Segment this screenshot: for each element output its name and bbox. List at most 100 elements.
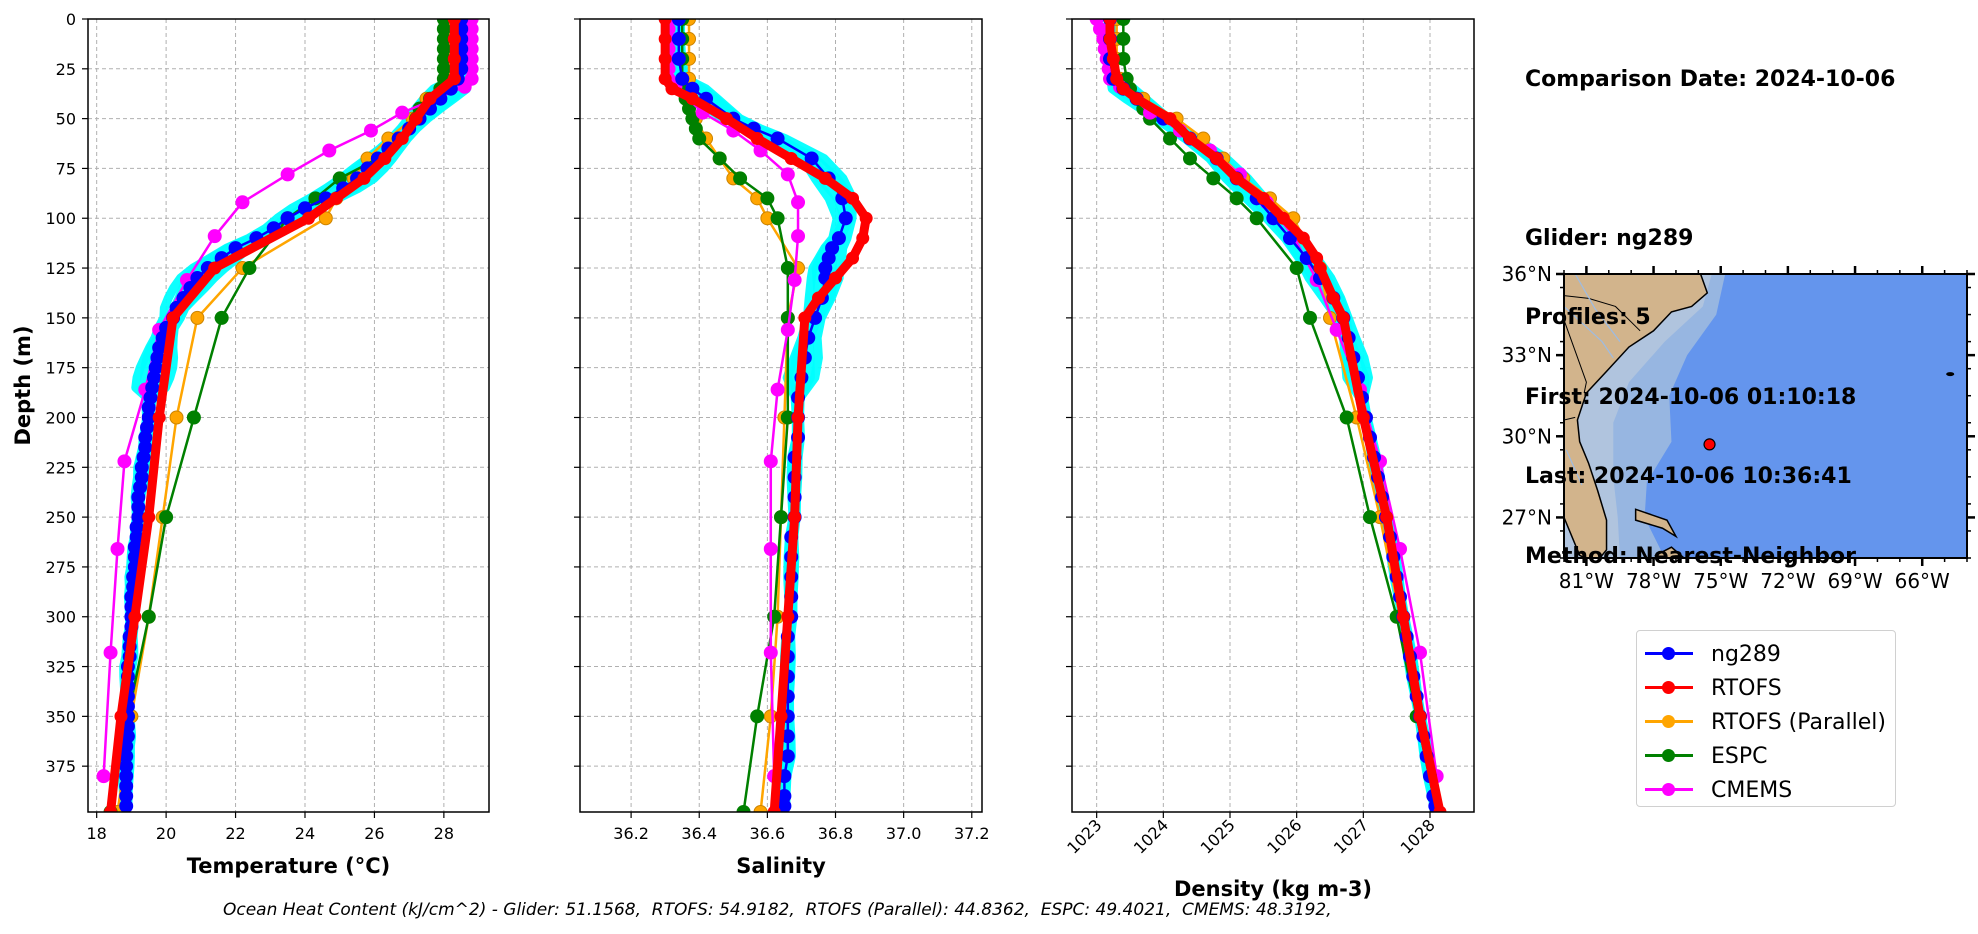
data-point [242,261,257,276]
x-axis-label: Density (kg m-3) [1174,877,1372,901]
y-tick-label: 225 [45,458,76,477]
axes-frame [1071,18,1475,813]
legend-item: RTOFS (Parallel) [1645,707,1886,737]
data-point [1313,261,1327,275]
data-point [763,541,778,556]
last-profile-time: Last: 2024-10-06 10:36:41 [1525,464,1852,489]
x-tick-label: 22 [225,824,245,843]
x-tick-label: 1023 [1063,815,1105,857]
series-line [1108,19,1437,807]
data-point [671,31,686,46]
data-point [117,454,132,469]
comparison-date: Comparison Date: 2024-10-06 [1525,67,1896,92]
state-border [1564,295,1641,332]
island [1654,546,1686,558]
lon-tick-label: 69°W [1827,569,1882,593]
data-point [1380,510,1394,524]
interpolation-method: Method: Nearest-Neighbor [1525,543,1856,569]
lat-tick-label: 36°N [1502,262,1552,286]
data-point [838,211,853,226]
plot-area [96,19,479,812]
data-point [685,92,699,106]
data-point [301,211,315,225]
lat-tick-label: 27°N [1502,505,1552,529]
data-point [750,132,764,146]
data-point [774,709,788,723]
x-tick-label: 1026 [1263,815,1305,857]
salinity-panel: 36.2 36.4 36.6 36.8 37.0 37.2 Salinity [574,18,990,878]
x-tick-label: 36.8 [818,824,854,843]
x-tick-label: 1024 [1130,815,1172,857]
data-point [658,52,672,66]
data-point [159,510,174,525]
data-point [818,171,832,185]
x-tick-label: 37.2 [954,824,990,843]
x-tick-label: 26 [364,824,384,843]
axes-frame [87,18,490,813]
data-point [767,805,781,812]
legend-line-marker-icon [1645,741,1693,771]
legend-label: ESPC [1711,743,1768,769]
x-tick-label: 1025 [1197,815,1239,857]
data-point [409,112,423,126]
lon-tick-label: 66°W [1895,569,1950,593]
data-point [1106,52,1120,66]
data-point [103,645,118,660]
data-point [804,151,819,166]
y-tick-label: 375 [45,757,76,776]
x-tick-label: 28 [434,824,454,843]
x-tick-label: 36.6 [750,824,786,843]
lat-tick-label: 33°N [1502,343,1552,367]
data-point [447,19,461,26]
data-point [1256,191,1270,205]
river [1564,306,1614,359]
temperature-panel: 18 20 22 24 26 28 0 25 50 75 100 125 150 175 200 225 250… [11,10,490,878]
data-point [1206,171,1221,186]
data-point [791,229,806,244]
legend-item: ng289 [1645,639,1781,669]
data-point [1116,19,1131,26]
first-profile-time: First: 2024-10-06 01:10:18 [1525,384,1857,410]
data-point [169,410,184,425]
data-point [1116,31,1131,46]
glider-raw-profiles [1103,19,1442,811]
lon-tick-label: 81°W [1559,569,1614,593]
data-point [846,251,860,265]
data-point [395,132,409,146]
data-point [787,273,802,288]
river [1574,274,1621,342]
y-tick-label: 150 [45,309,76,328]
data-point [329,191,343,205]
data-point [447,52,461,66]
y-axis-label: Depth (m) [11,325,35,445]
data-point [1103,32,1117,46]
data-point [207,229,222,244]
glider-raw-profile-line [1105,19,1441,811]
glider-raw-profile-line [1106,19,1442,811]
data-point [791,410,805,424]
data-point [1289,261,1304,276]
data-point [750,709,765,724]
data-point [811,291,825,305]
y-tick-label: 350 [45,707,76,726]
glider-location-marker [1703,438,1716,451]
data-point [322,143,337,158]
legend-item: ESPC [1645,741,1768,771]
data-point [658,72,672,86]
glider-name: Glider: ng289 [1525,225,1694,251]
data-point [96,769,111,784]
glider-raw-profile-line [676,19,858,811]
data-point [658,32,672,46]
data-point [671,51,686,66]
data-point [119,799,134,812]
y-tick-label: 325 [45,658,76,677]
data-point [780,749,795,764]
data-point [1163,112,1177,126]
state-border [1564,319,1587,394]
data-point [770,382,785,397]
x-tick-label: 24 [295,824,315,843]
legend-label: ng289 [1711,641,1781,667]
data-point [1336,311,1350,325]
x-tick-label: 1028 [1397,815,1439,857]
